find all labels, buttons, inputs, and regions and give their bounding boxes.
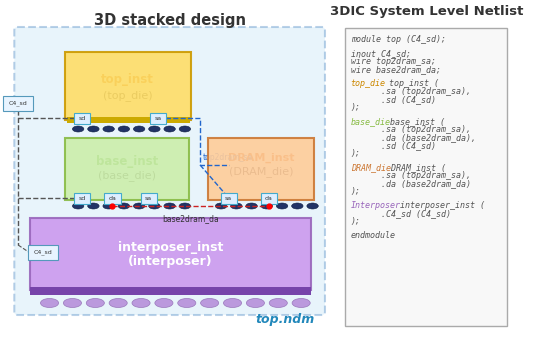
Text: (interposer): (interposer) — [129, 255, 213, 268]
Text: base2dram_da: base2dram_da — [162, 214, 219, 223]
Text: .sa (top2dram_sa),: .sa (top2dram_sa), — [350, 171, 471, 180]
Text: top.ndm: top.ndm — [255, 313, 314, 326]
Ellipse shape — [246, 203, 257, 209]
Ellipse shape — [292, 298, 310, 308]
Text: .da (base2dram_da),: .da (base2dram_da), — [350, 133, 476, 142]
Ellipse shape — [224, 298, 241, 308]
Ellipse shape — [164, 126, 176, 132]
Text: base_inst (: base_inst ( — [385, 117, 445, 126]
Text: inout C4_sd;: inout C4_sd; — [350, 49, 411, 58]
Ellipse shape — [231, 203, 242, 209]
Text: top2dram_sa: top2dram_sa — [203, 152, 253, 162]
FancyBboxPatch shape — [140, 193, 157, 204]
Ellipse shape — [109, 298, 127, 308]
Text: );: ); — [350, 149, 361, 158]
Ellipse shape — [276, 203, 288, 209]
Bar — [67, 117, 190, 123]
Ellipse shape — [133, 203, 145, 209]
Ellipse shape — [148, 126, 160, 132]
Text: .sa (top2dram_sa),: .sa (top2dram_sa), — [350, 87, 471, 96]
Text: interposer_inst: interposer_inst — [118, 240, 223, 253]
Ellipse shape — [269, 298, 287, 308]
Ellipse shape — [87, 203, 99, 209]
Ellipse shape — [215, 203, 227, 209]
Ellipse shape — [72, 203, 84, 209]
Text: da: da — [109, 195, 117, 201]
Ellipse shape — [40, 298, 59, 308]
Ellipse shape — [164, 203, 176, 209]
Ellipse shape — [118, 203, 130, 209]
Text: sa: sa — [225, 195, 232, 201]
Text: DRAM_inst (: DRAM_inst ( — [386, 163, 446, 172]
Ellipse shape — [118, 126, 130, 132]
Ellipse shape — [148, 203, 160, 209]
Text: .sa (top2dram_sa),: .sa (top2dram_sa), — [350, 125, 471, 134]
Text: top_inst: top_inst — [102, 74, 154, 87]
FancyBboxPatch shape — [74, 113, 90, 123]
Ellipse shape — [133, 126, 145, 132]
Text: da: da — [265, 195, 273, 201]
Text: );: ); — [350, 217, 361, 226]
FancyBboxPatch shape — [74, 193, 90, 204]
Text: sd: sd — [78, 195, 85, 201]
FancyBboxPatch shape — [14, 27, 325, 315]
Text: 3DIC System Level Netlist: 3DIC System Level Netlist — [330, 5, 524, 18]
FancyBboxPatch shape — [104, 193, 120, 204]
Text: base_inst: base_inst — [96, 155, 158, 168]
Text: .sd (C4_sd): .sd (C4_sd) — [350, 95, 436, 104]
Bar — [208, 138, 314, 200]
Ellipse shape — [103, 203, 114, 209]
Text: (DRAM_die): (DRAM_die) — [229, 166, 293, 177]
Text: DRAM_die: DRAM_die — [350, 163, 391, 172]
Ellipse shape — [178, 298, 196, 308]
Bar — [30, 287, 310, 295]
Text: top_die: top_die — [350, 79, 386, 88]
Text: module top (C4_sd);: module top (C4_sd); — [350, 35, 446, 44]
Text: C4_sd: C4_sd — [33, 249, 52, 255]
Bar — [30, 218, 310, 290]
Ellipse shape — [179, 126, 191, 132]
Text: .da (base2dram_da): .da (base2dram_da) — [350, 179, 471, 188]
Text: .sd (C4_sd): .sd (C4_sd) — [350, 141, 436, 150]
Ellipse shape — [63, 298, 82, 308]
Text: wire base2dram_da;: wire base2dram_da; — [350, 65, 441, 74]
Text: endmodule: endmodule — [350, 231, 396, 240]
FancyBboxPatch shape — [221, 193, 237, 204]
Text: sa: sa — [145, 195, 152, 201]
Text: DRAM_inst: DRAM_inst — [228, 153, 294, 163]
Bar — [65, 52, 191, 120]
Ellipse shape — [261, 203, 273, 209]
Text: top_inst (: top_inst ( — [384, 79, 439, 88]
Text: C4_sd: C4_sd — [9, 100, 28, 106]
Text: wire top2dram_sa;: wire top2dram_sa; — [350, 57, 436, 66]
Ellipse shape — [103, 126, 114, 132]
Ellipse shape — [292, 203, 303, 209]
Text: );: ); — [350, 103, 361, 112]
FancyBboxPatch shape — [3, 95, 33, 110]
Text: interposer_inst (: interposer_inst ( — [395, 201, 484, 210]
Ellipse shape — [246, 298, 265, 308]
Ellipse shape — [155, 298, 173, 308]
Ellipse shape — [132, 298, 150, 308]
Text: .C4_sd (C4_sd): .C4_sd (C4_sd) — [350, 209, 451, 218]
Ellipse shape — [307, 203, 318, 209]
Bar — [65, 138, 188, 200]
Text: );: ); — [350, 187, 361, 196]
FancyBboxPatch shape — [150, 113, 166, 123]
Ellipse shape — [179, 203, 191, 209]
Bar — [345, 28, 507, 326]
Ellipse shape — [72, 126, 84, 132]
Ellipse shape — [87, 126, 99, 132]
Text: (top_die): (top_die) — [103, 91, 152, 102]
Ellipse shape — [200, 298, 219, 308]
Text: sa: sa — [154, 116, 162, 120]
Text: base_die: base_die — [350, 117, 391, 126]
Text: (base_die): (base_die) — [98, 170, 156, 181]
FancyBboxPatch shape — [28, 244, 58, 260]
Text: 3D stacked design: 3D stacked design — [93, 13, 246, 28]
FancyBboxPatch shape — [261, 193, 277, 204]
Ellipse shape — [86, 298, 104, 308]
Text: Interposer: Interposer — [350, 201, 401, 210]
Text: sd: sd — [78, 116, 85, 120]
